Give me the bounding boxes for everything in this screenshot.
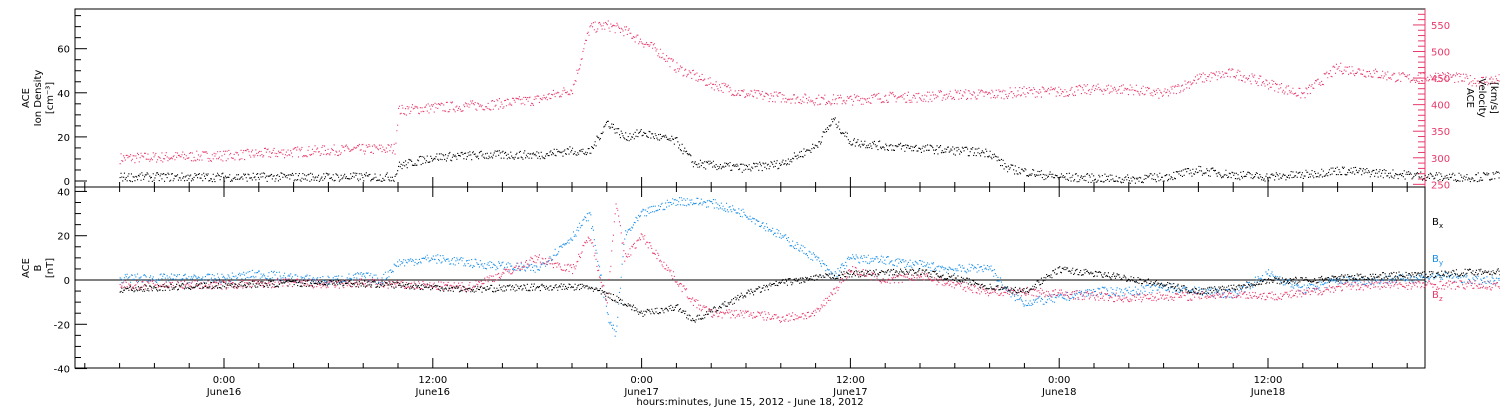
top-left-axis: 0 20 40 60 — [57, 15, 87, 188]
bottom-panel-frame — [74, 186, 1426, 369]
top-right-ytick-label: 550 — [1431, 21, 1450, 32]
top-right-axis: 250 300 350 400 450 500 550 — [1413, 9, 1450, 191]
x-axis-label: hours:minutes, June 15, 2012 - June 18, … — [636, 397, 863, 408]
top-panel-frame — [74, 8, 1426, 188]
bottom-ytick-label: -40 — [54, 365, 70, 376]
bz-series — [119, 203, 1500, 323]
top-ylabel-right: ACE Velocity [km/s] — [1464, 78, 1499, 117]
top-right-ytick-label: 250 — [1431, 180, 1450, 191]
bottom-ylabel-line: ACE — [21, 258, 32, 278]
top-ylabel-line: [cm⁻³] — [45, 82, 56, 114]
bottom-ytick-label: -20 — [54, 320, 70, 331]
xtick-label: 12:00 — [1254, 375, 1283, 386]
density-series-points — [119, 117, 1500, 184]
xtick-label: 0:00 — [1048, 375, 1070, 386]
xtick-label: 0:00 — [630, 375, 652, 386]
top-right-ytick-label: 350 — [1431, 127, 1450, 138]
top-right-ytick-label: 500 — [1431, 48, 1450, 59]
bottom-ytick-label: 0 — [64, 276, 70, 287]
legend-item-z: B — [1432, 290, 1439, 301]
xtick-date: June16 — [206, 387, 242, 398]
xtick-label: 0:00 — [213, 375, 235, 386]
bottom-ylabel-line: [nT] — [45, 258, 56, 278]
top-ylabel-right-line: [km/s] — [1488, 82, 1499, 114]
bottom-left-axis: -40 -20 0 20 40 — [54, 187, 87, 376]
legend-item-y: B — [1432, 254, 1439, 265]
bz-series-points — [119, 203, 1500, 323]
velocity-series — [119, 20, 1500, 165]
top-right-ytick-label: 450 — [1431, 74, 1450, 85]
bottom-ylabel-line: B — [33, 264, 44, 271]
legend-sub-z: z — [1439, 295, 1443, 303]
by-series — [119, 197, 1500, 337]
top-ytick-label: 20 — [57, 133, 70, 144]
top-ylabel: ACE Ion Density [cm⁻³] — [21, 70, 56, 127]
top-ytick-label: 0 — [64, 177, 70, 188]
xtick-label: 12:00 — [418, 375, 447, 386]
xtick-date: June17 — [623, 387, 659, 398]
xtick-date: June16 — [415, 387, 451, 398]
legend-sub-x: x — [1439, 222, 1443, 230]
bottom-ytick-label: 20 — [57, 232, 70, 243]
by-series-points — [119, 197, 1500, 337]
xtick-date: June18 — [1250, 387, 1286, 398]
velocity-series-points — [119, 20, 1500, 165]
bottom-series — [119, 197, 1500, 337]
bottom-ylabel: ACE B [nT] — [21, 258, 56, 278]
legend-item-x: B — [1432, 217, 1439, 228]
top-ylabel-line: Ion Density — [33, 70, 44, 127]
top-ytick-label: 60 — [57, 45, 70, 56]
top-right-ytick-label: 300 — [1431, 154, 1450, 165]
xtick-date: June17 — [832, 387, 868, 398]
top-ylabel-line: ACE — [21, 88, 32, 108]
top-ytick-label: 40 — [57, 89, 70, 100]
bx-series-points — [119, 266, 1500, 323]
bx-series — [119, 266, 1500, 323]
top-ylabel-right-line: Velocity — [1476, 78, 1487, 117]
legend-sub-y: y — [1439, 259, 1443, 267]
top-right-ytick-label: 400 — [1431, 101, 1450, 112]
top-ylabel-right-line: ACE — [1464, 88, 1475, 108]
density-series — [119, 117, 1500, 184]
xtick-label: 12:00 — [836, 375, 865, 386]
x-axis: 0:00June1612:00June160:00June1712:00June… — [84, 177, 1408, 398]
bottom-ytick-label: 40 — [57, 187, 70, 198]
top-series — [119, 20, 1500, 184]
xtick-date: June18 — [1041, 387, 1077, 398]
